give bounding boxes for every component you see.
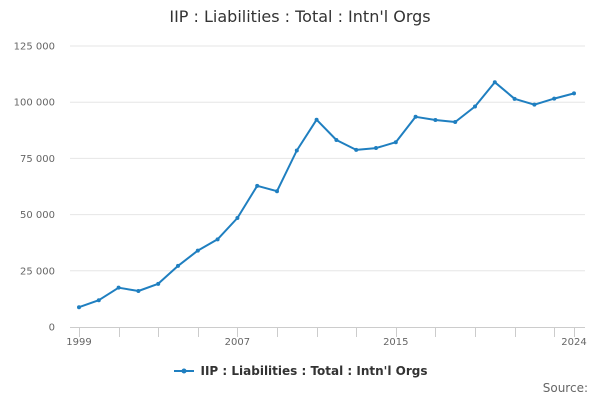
y-tick-label: 0 bbox=[49, 323, 55, 334]
x-tick-label: 2024 bbox=[561, 337, 586, 348]
series-layer bbox=[77, 80, 576, 310]
data-point[interactable] bbox=[552, 96, 557, 101]
data-point[interactable] bbox=[255, 183, 260, 188]
x-axis bbox=[70, 327, 585, 337]
data-point[interactable] bbox=[195, 248, 200, 253]
y-tick-label: 25 000 bbox=[20, 266, 55, 277]
legend-marker-icon bbox=[173, 368, 194, 374]
legend: IIP : Liabilities : Total : Intn'l Orgs bbox=[0, 364, 600, 379]
legend-item[interactable]: IIP : Liabilities : Total : Intn'l Orgs bbox=[173, 364, 428, 378]
chart-title: IIP : Liabilities : Total : Intn'l Orgs bbox=[169, 7, 431, 26]
y-tick-label: 100 000 bbox=[14, 98, 55, 109]
data-point[interactable] bbox=[572, 91, 576, 96]
x-tick-label: 2007 bbox=[225, 337, 250, 348]
data-point[interactable] bbox=[354, 147, 359, 152]
data-point[interactable] bbox=[492, 80, 497, 85]
data-point[interactable] bbox=[156, 281, 161, 286]
data-point[interactable] bbox=[374, 146, 378, 151]
y-axis-tick-labels: 0 25 000 50 000 75 000 100 000 125 000 bbox=[14, 42, 55, 334]
y-tick-label: 75 000 bbox=[20, 154, 55, 165]
series-line[interactable] bbox=[78, 81, 575, 309]
data-point[interactable] bbox=[275, 189, 279, 194]
data-point[interactable] bbox=[294, 148, 299, 153]
grid-lines bbox=[70, 45, 585, 272]
data-point[interactable] bbox=[512, 96, 517, 101]
y-tick-label: 125 000 bbox=[14, 42, 55, 53]
legend-label: IIP : Liabilities : Total : Intn'l Orgs bbox=[200, 364, 428, 378]
data-point[interactable] bbox=[413, 114, 418, 119]
x-tick-label: 1999 bbox=[66, 337, 91, 348]
data-point[interactable] bbox=[176, 263, 180, 268]
source-label: Source: bbox=[542, 381, 588, 395]
data-point[interactable] bbox=[334, 137, 339, 142]
x-axis-tick-labels: 1999 2007 2015 2024 bbox=[66, 337, 586, 348]
data-point[interactable] bbox=[235, 215, 240, 220]
data-point[interactable] bbox=[215, 237, 220, 242]
data-point[interactable] bbox=[314, 117, 319, 122]
data-point[interactable] bbox=[136, 289, 141, 294]
data-point[interactable] bbox=[473, 104, 477, 109]
data-point[interactable] bbox=[453, 119, 458, 124]
data-point[interactable] bbox=[116, 285, 121, 290]
x-tick-label: 2015 bbox=[383, 337, 408, 348]
data-point[interactable] bbox=[393, 140, 398, 145]
data-point[interactable] bbox=[433, 117, 438, 122]
data-point[interactable] bbox=[532, 102, 537, 107]
data-point[interactable] bbox=[96, 298, 101, 303]
y-tick-label: 50 000 bbox=[20, 210, 55, 221]
data-point[interactable] bbox=[77, 305, 81, 310]
